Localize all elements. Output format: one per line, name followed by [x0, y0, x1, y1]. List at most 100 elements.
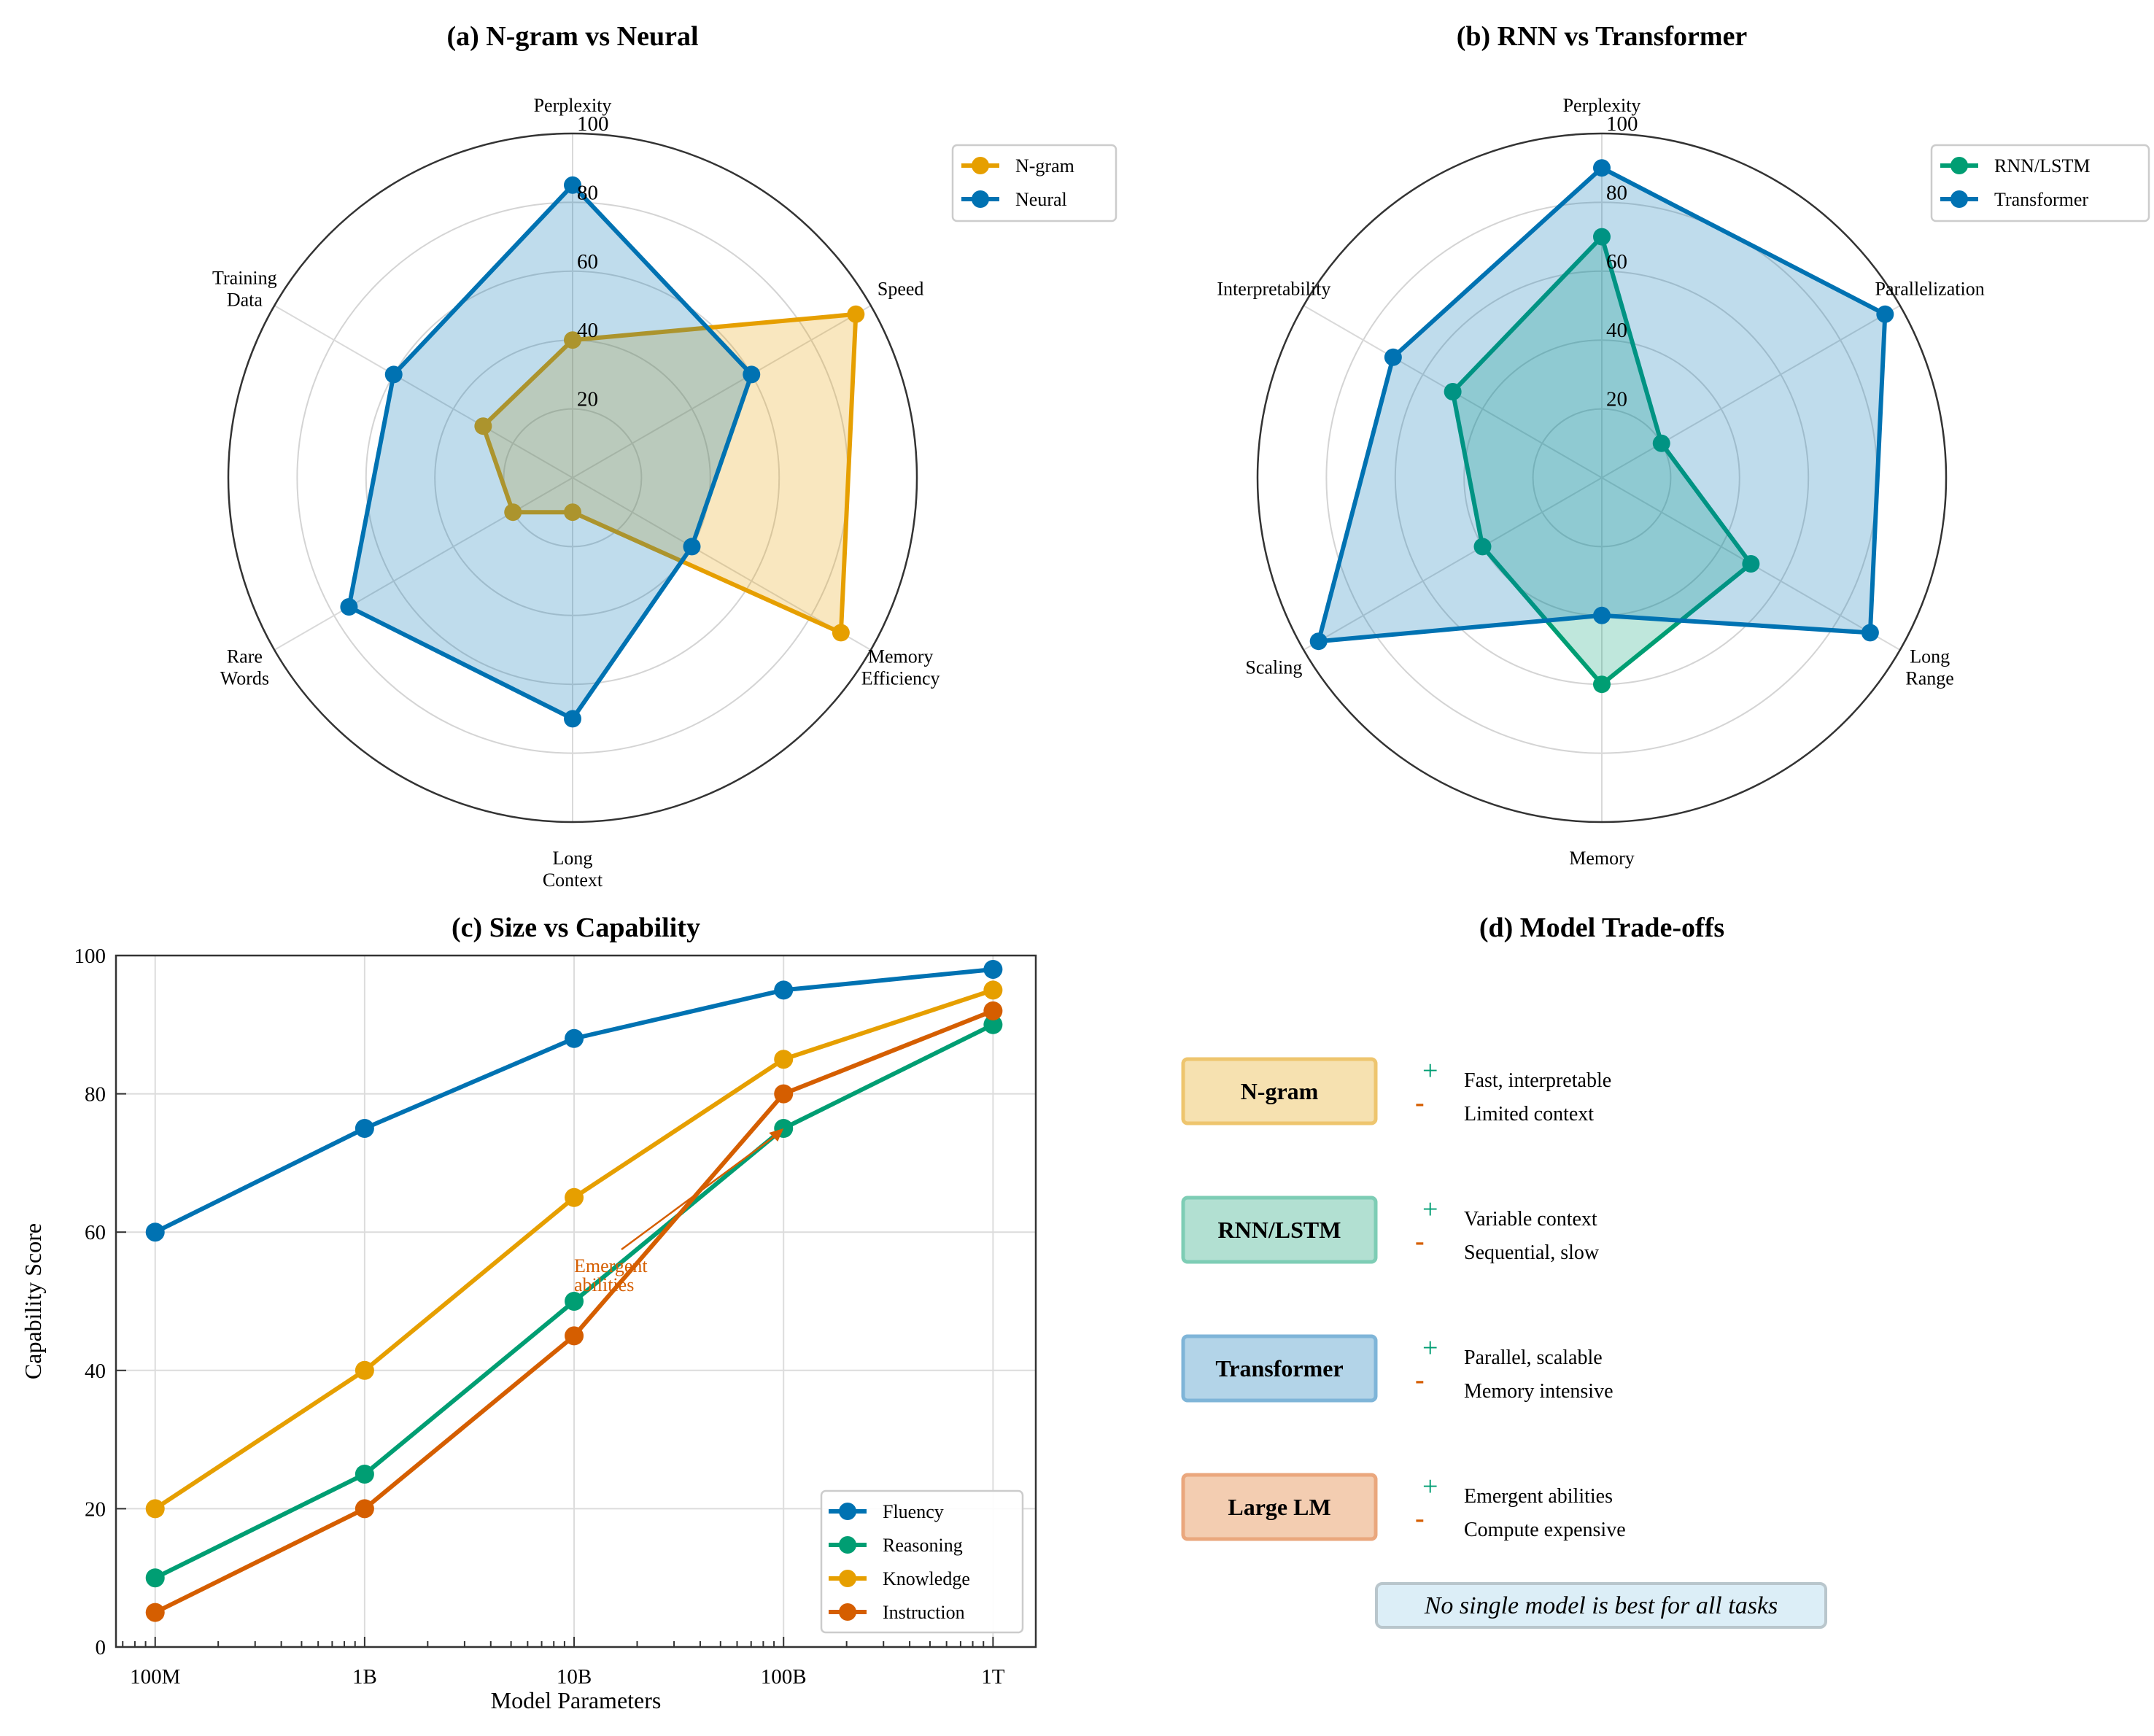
- panel-a-radar: (a) N-gram vs Neural 20 40 60 80 100Perplexit…: [212, 21, 1117, 891]
- outer-ring: [1256, 132, 1948, 824]
- pro-text: Variable context: [1464, 1208, 1597, 1231]
- legend-marker: [1950, 157, 1968, 174]
- data-point: [1384, 348, 1402, 366]
- data-point-reasoning: [145, 1568, 165, 1588]
- r-tick-label: 80: [1606, 181, 1627, 204]
- series-fill-neural: [349, 185, 752, 719]
- x-tick-label: 100M: [130, 1665, 180, 1689]
- r-tick-label: 80: [577, 181, 598, 204]
- legend-label: N-gram: [1015, 155, 1074, 177]
- legend-marker: [839, 1503, 856, 1520]
- legend-marker: [1950, 190, 1968, 208]
- r-tick-label: 60: [577, 250, 598, 274]
- data-point: [683, 538, 701, 556]
- axis-label: Words: [220, 668, 269, 689]
- model-label: RNN/LSTM: [1218, 1217, 1341, 1243]
- y-axis-label: Capability Score: [20, 1223, 46, 1379]
- axis-label: Training: [212, 267, 277, 288]
- plus-icon: +: [1422, 1055, 1438, 1086]
- chart-title: (b) RNN vs Transformer: [1457, 21, 1748, 52]
- model-label: N-gram: [1241, 1078, 1319, 1104]
- panel-c-line-chart: (c) Size vs Capability 100M 1B 10B 100B 1T 0 20…: [20, 912, 1037, 1713]
- annotation-arrowhead: [769, 1128, 784, 1142]
- legend-marker: [839, 1570, 856, 1587]
- plus-icon: +: [1422, 1471, 1438, 1502]
- axis-label: Rare: [227, 646, 263, 667]
- annotation-text: Emergent: [574, 1255, 648, 1276]
- data-point-instruction: [774, 1084, 794, 1104]
- data-point-knowledge: [565, 1187, 584, 1207]
- axis-label: Long: [553, 848, 593, 869]
- minus-icon: -: [1415, 1365, 1425, 1395]
- r-tick-label: 60: [1606, 250, 1627, 274]
- data-point: [1876, 305, 1894, 323]
- data-point: [1309, 632, 1328, 651]
- series-fill-rnnlstm: [1452, 236, 1751, 685]
- con-text: Memory intensive: [1464, 1380, 1613, 1403]
- legend-marker: [972, 190, 989, 208]
- data-point-fluency: [774, 980, 794, 1000]
- axis-label: Long: [1910, 646, 1950, 667]
- spoke: [572, 477, 872, 651]
- data-point: [1473, 538, 1492, 556]
- legend: [1930, 144, 2150, 222]
- x-tick-label: 100B: [761, 1665, 807, 1689]
- data-point-instruction: [983, 1001, 1003, 1020]
- legend-label: RNN/LSTM: [1994, 155, 2090, 177]
- data-point-knowledge: [145, 1499, 165, 1519]
- y-tick-label: 20: [85, 1497, 106, 1521]
- spoke: [1303, 477, 1603, 651]
- plus-icon: +: [1422, 1194, 1438, 1225]
- axis-label: Memory: [1569, 848, 1635, 869]
- legend: [820, 1489, 1024, 1634]
- spoke: [274, 477, 573, 651]
- r-tick-label: 100: [577, 112, 609, 136]
- model-box-rnnlstm: [1181, 1196, 1378, 1264]
- data-point-reasoning: [355, 1465, 374, 1484]
- axis-label: Speed: [878, 278, 924, 299]
- con-text: Compute expensive: [1464, 1519, 1626, 1541]
- axis-label: Interpretability: [1217, 278, 1330, 299]
- y-tick-label: 40: [85, 1360, 106, 1383]
- data-point: [564, 176, 581, 194]
- chart-title: (a) N-gram vs Neural: [446, 21, 698, 52]
- axis-label: Perplexity: [534, 95, 612, 116]
- plus-icon: +: [1422, 1333, 1438, 1363]
- data-point: [1593, 228, 1611, 246]
- data-point-fluency: [983, 959, 1003, 979]
- data-point-knowledge: [774, 1050, 794, 1069]
- data-point: [1652, 434, 1670, 452]
- data-point: [1861, 624, 1879, 642]
- legend-label: Instruction: [883, 1602, 965, 1623]
- axis-label: Memory: [868, 646, 934, 667]
- summary-box: [1375, 1582, 1827, 1629]
- con-text: Limited context: [1464, 1103, 1594, 1125]
- legend-marker: [972, 157, 989, 174]
- minus-icon: -: [1415, 1226, 1425, 1257]
- pro-text: Fast, interpretable: [1464, 1069, 1611, 1092]
- data-point-instruction: [145, 1603, 165, 1622]
- data-point-knowledge: [355, 1360, 374, 1380]
- data-point: [743, 365, 761, 384]
- r-tick-label: 20: [577, 388, 598, 411]
- y-tick-label: 80: [85, 1083, 106, 1107]
- x-tick-label: 10B: [557, 1665, 592, 1689]
- summary-note: No single model is best for all tasks: [1424, 1592, 1778, 1619]
- data-point: [340, 598, 358, 616]
- data-point: [564, 331, 581, 349]
- series-fill-transformer: [1318, 168, 1886, 642]
- minus-icon: -: [1415, 1088, 1425, 1118]
- spoke: [572, 305, 872, 478]
- chart-title: (c) Size vs Capability: [452, 912, 700, 943]
- y-tick-label: 60: [85, 1221, 106, 1244]
- y-tick-label: 0: [96, 1636, 106, 1659]
- annotation-arrow: [621, 1131, 780, 1251]
- model-label: Transformer: [1215, 1355, 1343, 1382]
- data-point: [1444, 383, 1462, 400]
- data-point-instruction: [565, 1326, 584, 1346]
- model-box-transformer: [1181, 1334, 1378, 1403]
- spoke: [1601, 305, 1901, 478]
- x-tick-label: 1T: [981, 1665, 1005, 1689]
